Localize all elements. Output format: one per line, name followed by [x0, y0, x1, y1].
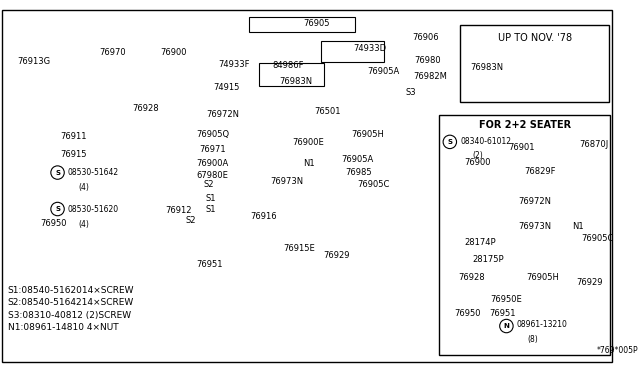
- Text: N1: N1: [572, 222, 583, 231]
- Text: 76911: 76911: [60, 132, 87, 141]
- Text: S3: S3: [406, 88, 417, 97]
- Text: 76870J: 76870J: [579, 140, 609, 149]
- Text: N1: N1: [303, 159, 315, 168]
- Text: 76905Q: 76905Q: [196, 130, 230, 140]
- Text: S: S: [447, 139, 452, 145]
- Text: (4): (4): [79, 183, 90, 192]
- Text: UP TO NOV. '78: UP TO NOV. '78: [498, 32, 572, 42]
- Text: 76912: 76912: [165, 206, 191, 215]
- Text: 74933D: 74933D: [353, 44, 386, 53]
- Text: 76972N: 76972N: [206, 110, 239, 119]
- Text: 76906: 76906: [412, 32, 439, 42]
- Circle shape: [51, 202, 64, 216]
- Text: 76501: 76501: [315, 108, 341, 116]
- Text: S2:08540-5164214×SCREW: S2:08540-5164214×SCREW: [8, 298, 134, 307]
- Text: 08961-13210: 08961-13210: [516, 320, 567, 328]
- Text: 76972N: 76972N: [518, 196, 551, 206]
- Text: 76913G: 76913G: [17, 58, 51, 67]
- Text: S2: S2: [185, 216, 196, 225]
- Text: 76829F: 76829F: [525, 167, 556, 176]
- Text: 76905C: 76905C: [358, 180, 390, 189]
- Text: 76971: 76971: [200, 145, 226, 154]
- Text: 76973N: 76973N: [518, 222, 551, 231]
- Text: 76951: 76951: [196, 260, 223, 269]
- Text: (8): (8): [527, 335, 538, 344]
- Text: 76983N: 76983N: [470, 63, 503, 72]
- Text: 67980E: 67980E: [196, 171, 228, 180]
- Text: (2): (2): [472, 151, 483, 160]
- Text: 84986F: 84986F: [273, 61, 304, 70]
- Text: 76900: 76900: [464, 158, 491, 167]
- Text: S1: S1: [205, 205, 216, 214]
- Text: 76985: 76985: [346, 168, 372, 177]
- Bar: [439, 115, 610, 355]
- Text: N1:08961-14810 4×NUT: N1:08961-14810 4×NUT: [8, 323, 118, 332]
- Text: 76928: 76928: [132, 103, 159, 112]
- Text: 76951: 76951: [489, 309, 516, 318]
- Text: 76973N: 76973N: [271, 177, 303, 186]
- Text: S: S: [55, 206, 60, 212]
- Text: 76929: 76929: [577, 278, 603, 287]
- Text: 76900A: 76900A: [196, 159, 229, 168]
- Text: 28174P: 28174P: [464, 238, 496, 247]
- Text: 08340-61012: 08340-61012: [460, 137, 511, 146]
- Text: 76905H: 76905H: [351, 130, 384, 140]
- Text: 76983N: 76983N: [279, 77, 312, 86]
- Text: 28175P: 28175P: [473, 255, 504, 264]
- Text: *769*005P: *769*005P: [596, 346, 638, 355]
- Text: S1:08540-5162014×SCREW: S1:08540-5162014×SCREW: [8, 286, 134, 295]
- Text: N: N: [504, 323, 509, 329]
- Bar: [259, 63, 324, 86]
- Text: (4): (4): [79, 219, 90, 228]
- Text: 76905: 76905: [303, 19, 330, 28]
- Circle shape: [500, 319, 513, 333]
- Text: 76929: 76929: [323, 251, 349, 260]
- Text: 76901: 76901: [508, 143, 535, 152]
- Text: 76900: 76900: [160, 48, 187, 57]
- Text: 76928: 76928: [458, 273, 485, 282]
- Text: 76980: 76980: [414, 55, 441, 65]
- Text: 76916: 76916: [250, 212, 277, 221]
- Text: 76905C: 76905C: [581, 234, 614, 243]
- Text: 76950: 76950: [40, 219, 67, 228]
- Text: S: S: [55, 170, 60, 176]
- Text: 74933F: 74933F: [219, 60, 250, 69]
- Text: 76905A: 76905A: [367, 67, 399, 76]
- Text: S3:08310-40812 (2)SCREW: S3:08310-40812 (2)SCREW: [8, 311, 131, 320]
- Text: 76915: 76915: [60, 150, 87, 158]
- Text: 76905A: 76905A: [342, 155, 374, 164]
- Circle shape: [443, 135, 456, 148]
- Text: 76982M: 76982M: [413, 72, 447, 81]
- Text: S2: S2: [204, 180, 214, 189]
- Bar: [460, 25, 609, 102]
- Bar: [250, 17, 355, 32]
- Text: 08530-51642: 08530-51642: [67, 168, 118, 177]
- Text: 76950E: 76950E: [490, 295, 522, 304]
- Text: 74915: 74915: [213, 83, 239, 92]
- Text: 76915E: 76915E: [283, 244, 315, 253]
- Text: 08530-51620: 08530-51620: [67, 205, 118, 214]
- Text: 76950: 76950: [454, 309, 481, 318]
- Bar: [321, 41, 383, 62]
- Text: S1: S1: [205, 194, 216, 203]
- Circle shape: [51, 166, 64, 179]
- Text: FOR 2+2 SEATER: FOR 2+2 SEATER: [479, 120, 571, 130]
- Text: 76905H: 76905H: [527, 273, 559, 282]
- Text: 76970: 76970: [100, 48, 126, 57]
- Text: 76900E: 76900E: [292, 138, 324, 147]
